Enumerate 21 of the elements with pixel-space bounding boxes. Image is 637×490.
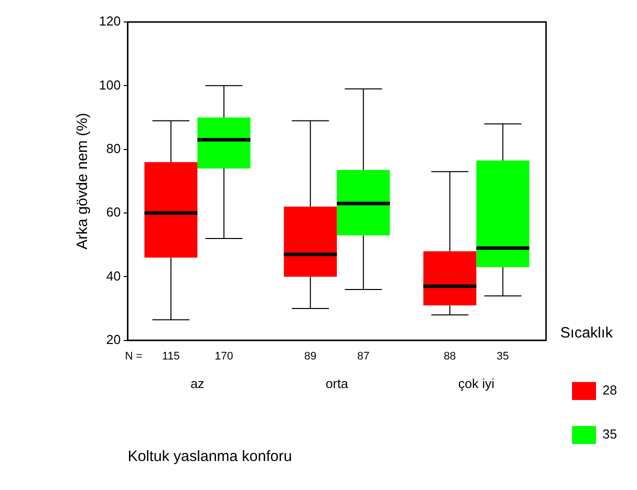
y-tick-label: 60 xyxy=(106,204,121,220)
y-tick-label: 120 xyxy=(98,14,121,29)
legend-label: 28 xyxy=(602,382,618,398)
text: N = xyxy=(124,350,142,362)
text: 35 xyxy=(496,350,509,362)
text: 87 xyxy=(357,350,370,362)
text: 89 xyxy=(304,350,316,362)
y-tick-label: 100 xyxy=(98,77,121,92)
legend-label: 35 xyxy=(602,426,618,442)
x-tick-label: çok iyi xyxy=(458,376,494,391)
text: 170 xyxy=(214,350,234,362)
text: 88 xyxy=(444,350,456,362)
y-tick-label: 40 xyxy=(106,268,121,284)
text: 115 xyxy=(162,350,180,362)
y-tick-label: 20 xyxy=(106,332,121,347)
legend-title: Sıcaklık xyxy=(560,324,614,342)
x-tick-label: az xyxy=(190,376,204,391)
x-axis-title: Koltuk yaslanma konforu xyxy=(128,448,292,466)
x-tick-label: orta xyxy=(326,376,349,391)
y-axis-title: Arka gövde nem (%) xyxy=(74,112,92,250)
y-tick-label: 80 xyxy=(106,140,121,156)
